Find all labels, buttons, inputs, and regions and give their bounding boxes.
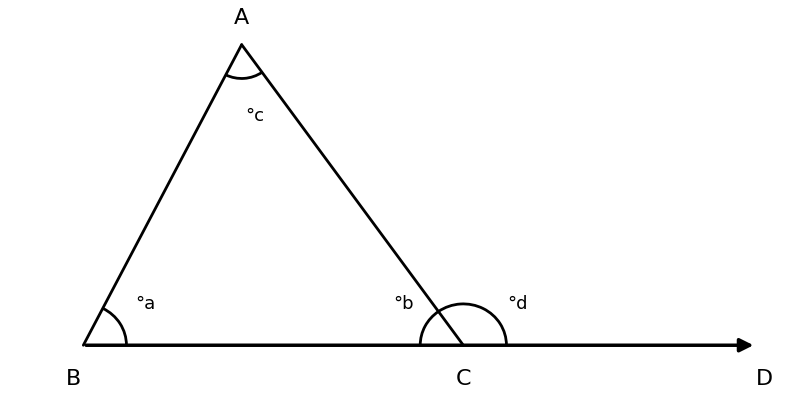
Text: A: A [234,8,250,28]
Text: °b: °b [394,295,414,313]
Text: C: C [455,369,471,389]
Text: B: B [66,369,82,389]
Text: °a: °a [134,295,155,313]
Text: °d: °d [507,295,527,313]
Text: °c: °c [246,107,265,125]
Text: D: D [756,369,773,389]
